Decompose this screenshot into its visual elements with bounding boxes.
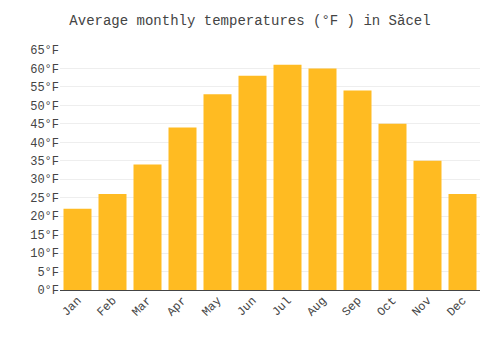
svg-text:30°F: 30°F [30, 173, 59, 187]
svg-text:45°F: 45°F [30, 118, 59, 132]
svg-text:25°F: 25°F [30, 192, 59, 206]
svg-text:Aug: Aug [304, 294, 329, 319]
svg-text:Nov: Nov [409, 294, 434, 319]
svg-text:35°F: 35°F [30, 155, 59, 169]
svg-text:40°F: 40°F [30, 137, 59, 151]
svg-text:May: May [199, 294, 224, 319]
svg-text:20°F: 20°F [30, 210, 59, 224]
svg-text:Jan: Jan [59, 294, 84, 319]
svg-text:Sep: Sep [339, 294, 364, 319]
svg-text:10°F: 10°F [30, 247, 59, 261]
svg-text:55°F: 55°F [30, 81, 59, 95]
svg-text:65°F: 65°F [30, 44, 59, 58]
svg-text:60°F: 60°F [30, 63, 59, 77]
svg-text:Dec: Dec [444, 294, 469, 319]
svg-text:Jun: Jun [234, 294, 259, 319]
svg-text:Average monthly temperatures (: Average monthly temperatures (°F ) in Să… [69, 13, 430, 29]
svg-text:5°F: 5°F [37, 266, 59, 280]
svg-text:15°F: 15°F [30, 229, 59, 243]
svg-text:Apr: Apr [164, 294, 189, 319]
svg-text:Mar: Mar [129, 294, 154, 319]
svg-text:Feb: Feb [94, 294, 119, 319]
svg-text:50°F: 50°F [30, 100, 59, 114]
svg-text:0°F: 0°F [37, 284, 59, 298]
svg-text:Jul: Jul [269, 294, 294, 319]
svg-text:Oct: Oct [374, 294, 399, 319]
